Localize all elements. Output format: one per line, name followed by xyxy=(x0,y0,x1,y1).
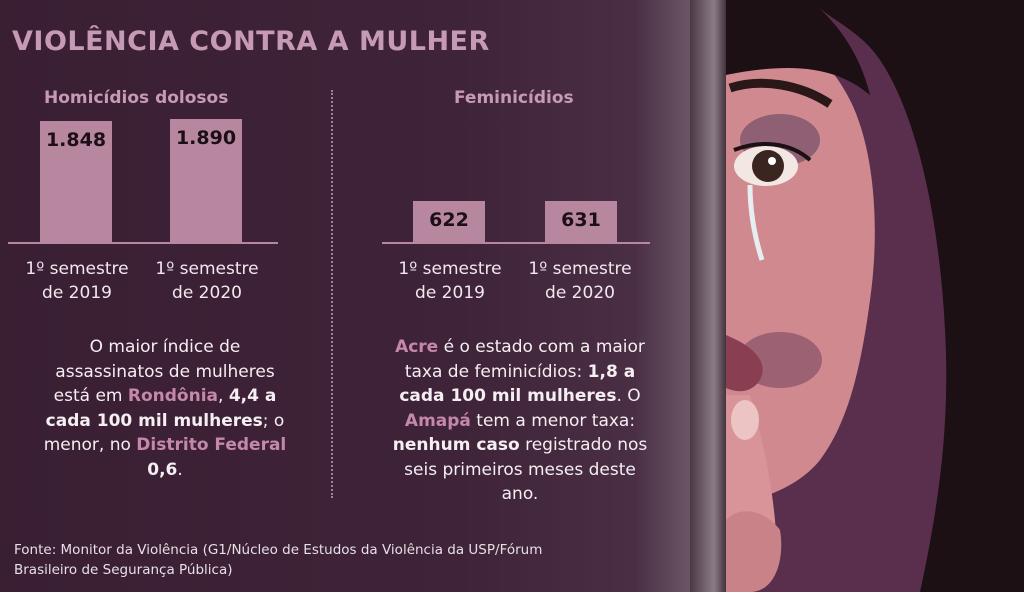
category-line: 1º semestre xyxy=(25,259,129,279)
category-line: 1º semestre xyxy=(155,259,259,279)
page-title: VIOLÊNCIA CONTRA A MULHER xyxy=(12,26,490,57)
section-divider xyxy=(331,90,333,498)
feminicidios-bar-2019: 622 xyxy=(413,201,485,242)
note-text: O maior índice de assassinatos de mulher… xyxy=(53,337,275,406)
feminicidios-bar-2020: 631 xyxy=(545,201,617,242)
tear xyxy=(747,184,765,261)
lips xyxy=(726,335,763,392)
homicidios-bar-2020: 1.890 xyxy=(170,119,242,242)
eyelid xyxy=(733,142,812,162)
feminicidios-value-2019: 622 xyxy=(429,209,469,231)
category-line: de 2019 xyxy=(42,283,112,303)
state-highlight: Acre xyxy=(395,337,439,357)
category-line: 1º semestre xyxy=(398,259,502,279)
homicidios-note: O maior índice de assassinatos de mulher… xyxy=(36,335,294,482)
category-line: de 2020 xyxy=(172,283,242,303)
note-text: tem a menor taxa: xyxy=(470,410,636,431)
homicidios-category-2019: 1º semestre de 2019 xyxy=(12,257,142,305)
rate-highlight: nenhum caso xyxy=(392,435,520,455)
homicidios-baseline xyxy=(8,242,278,244)
note-text: é o estado com a maior taxa de feminicíd… xyxy=(404,337,645,382)
fringe xyxy=(726,0,870,95)
feminicidios-value-2020: 631 xyxy=(561,209,601,231)
note-text: . xyxy=(177,459,183,480)
note-text: registrado nos seis primeiros meses dest… xyxy=(404,435,648,504)
state-highlight: Amapá xyxy=(404,410,471,431)
door-edge xyxy=(690,0,730,592)
feminicidios-baseline xyxy=(382,242,650,244)
eyebrow xyxy=(728,78,833,108)
note-text: , xyxy=(218,386,229,406)
rate-highlight: 4,4 a cada 100 mil mulheres xyxy=(45,386,277,431)
feminicidios-note: Acre é o estado com a maior taxa de femi… xyxy=(384,335,656,507)
homicidios-bar-2019: 1.848 xyxy=(40,121,112,242)
hair xyxy=(810,0,1024,592)
woman-illustration xyxy=(690,0,1024,592)
fingernail xyxy=(731,400,759,440)
homicidios-value-2019: 1.848 xyxy=(45,129,107,151)
hand xyxy=(726,511,782,592)
state-highlight: Rondônia xyxy=(127,386,219,406)
note-text: . O xyxy=(616,386,641,406)
eye-glint xyxy=(768,157,776,165)
category-line: 1º semestre xyxy=(528,259,632,279)
feminicidios-title: Feminicídios xyxy=(454,88,574,108)
note-text: ; o menor, no xyxy=(43,410,285,456)
homicidios-category-2020: 1º semestre de 2020 xyxy=(142,257,272,305)
rate-highlight: 1,8 a cada 100 mil mulheres xyxy=(399,361,636,407)
rate-highlight: 0,6 xyxy=(147,459,178,480)
homicidios-title: Homicídios dolosos xyxy=(44,88,229,108)
category-line: de 2019 xyxy=(415,283,485,303)
eye-iris xyxy=(752,150,784,182)
feminicidios-category-2020: 1º semestre de 2020 xyxy=(515,257,645,305)
state-highlight: Distrito Federal xyxy=(136,435,287,455)
source-note: Fonte: Monitor da Violência (G1/Núcleo d… xyxy=(14,542,543,578)
category-line: de 2020 xyxy=(545,283,615,303)
feminicidios-category-2019: 1º semestre de 2019 xyxy=(385,257,515,305)
homicidios-value-2020: 1.890 xyxy=(175,127,237,149)
